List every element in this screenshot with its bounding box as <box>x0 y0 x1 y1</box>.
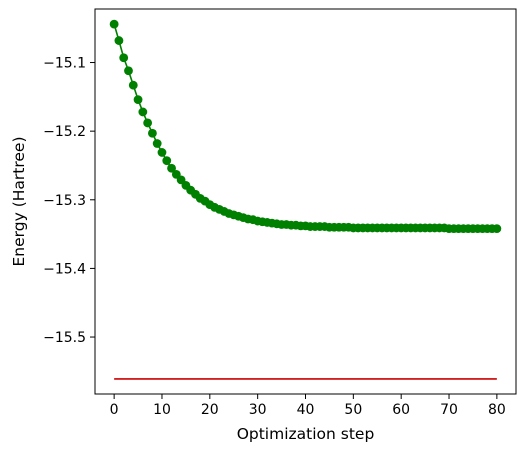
axis-layer: 0 10 20 30 40 50 60 70 80 −15.1 −15.2 −15.3 −15.4 −15… <box>43 56 506 418</box>
x-axis-label: Optimization step <box>237 425 375 443</box>
y-tick-label: −15.2 <box>43 124 86 140</box>
x-tick-label: 10 <box>153 402 171 418</box>
series-0-point <box>152 139 162 148</box>
series-0-point <box>492 224 502 234</box>
series-0-point <box>133 95 143 104</box>
y-axis-label: Energy (Hartree) <box>10 137 28 267</box>
series-0-point <box>143 118 153 128</box>
series-0-point <box>114 36 124 45</box>
series-0-point <box>138 107 148 117</box>
plot-area <box>95 9 516 394</box>
x-tick-label: 0 <box>110 402 119 418</box>
x-tick-label: 70 <box>440 402 458 418</box>
series-0-point <box>167 163 176 173</box>
x-tick-label: 60 <box>392 402 410 418</box>
y-tick-label: −15.4 <box>43 261 86 277</box>
x-tick-label: 40 <box>297 402 315 418</box>
series-0-point <box>128 80 138 90</box>
y-tick-label: −15.5 <box>43 330 86 346</box>
series-0-point <box>148 128 157 138</box>
series-0-point <box>124 66 133 76</box>
x-tick-label: 20 <box>201 402 219 418</box>
x-tick-label: 80 <box>488 402 506 418</box>
series-0-point <box>162 156 172 166</box>
x-tick-label: 50 <box>344 402 362 418</box>
series-0-point <box>157 148 167 157</box>
series-0-point <box>109 19 119 29</box>
plot-frame <box>94 8 517 395</box>
x-tick-label: 30 <box>249 402 267 418</box>
data-layer <box>109 19 502 380</box>
y-tick-label: −15.1 <box>43 56 86 72</box>
y-tick-label: −15.3 <box>43 193 86 209</box>
series-0-point <box>119 53 129 63</box>
